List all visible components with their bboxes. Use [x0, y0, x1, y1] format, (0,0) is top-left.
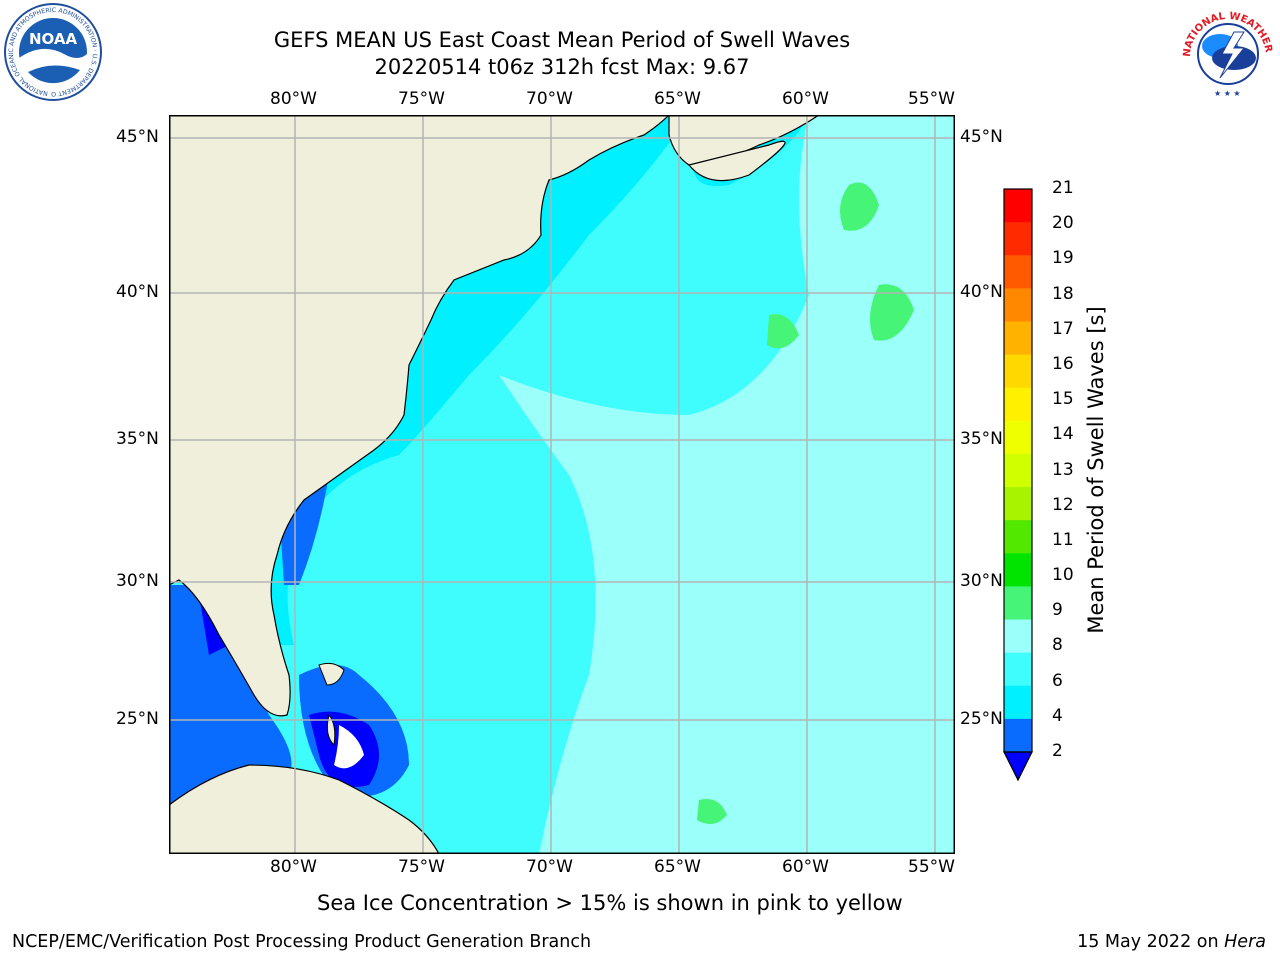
lat-label-right-45n: 45°N — [960, 127, 1003, 147]
colorbar-segment — [1004, 453, 1032, 488]
colorbar-segment — [1004, 288, 1032, 322]
lat-label-right-35n: 35°N — [960, 429, 1003, 449]
colorbar-tick-label: 18 — [1052, 283, 1074, 304]
colorbar-tick-label: 8 — [1052, 635, 1063, 656]
colorbar-tick-label: 19 — [1052, 248, 1074, 269]
footer-date: 15 May 2022 on Hera — [1077, 932, 1266, 952]
colorbar-label: Mean Period of Swell Waves [s] — [1084, 306, 1108, 634]
lon-label-top-80w: 80°W — [270, 89, 317, 109]
colorbar-tick-label: 21 — [1052, 178, 1074, 198]
land-nova-scotia — [687, 140, 786, 182]
colorbar — [1003, 188, 1033, 782]
water-pale-region — [499, 115, 955, 854]
water-green-3 — [870, 284, 914, 341]
lat-label-left-40n: 40°N — [116, 282, 159, 302]
nws-logo: NATIONAL WEATHER SERVICE ★ ★ ★ — [1176, 2, 1274, 98]
colorbar-segment — [1004, 487, 1032, 521]
colorbar-segment — [1004, 685, 1032, 720]
land-bahamas-1 — [318, 662, 345, 686]
colorbar-tick-label: 20 — [1052, 213, 1074, 234]
colorbar-tick-label: 16 — [1052, 353, 1074, 374]
colorbar-tick-label: 11 — [1052, 529, 1074, 550]
lon-label-bottom-80w: 80°W — [270, 857, 317, 877]
noaa-logo: NOAA NATIONAL OCEANIC AND ATMOSPHERIC AD… — [2, 2, 102, 101]
sea-ice-note: Sea Ice Concentration > 15% is shown in … — [317, 891, 903, 915]
map-grid — [169, 115, 955, 854]
lon-label-bottom-60w: 60°W — [782, 857, 829, 877]
colorbar-tick-label: 4 — [1052, 705, 1063, 726]
colorbar-segment — [1004, 652, 1032, 687]
colorbar-segment — [1004, 387, 1032, 422]
lat-label-left-45n: 45°N — [116, 127, 159, 147]
colorbar-segment — [1004, 354, 1032, 389]
lat-label-right-30n: 30°N — [960, 571, 1003, 591]
lon-label-top-60w: 60°W — [782, 89, 829, 109]
water-green-4 — [697, 799, 727, 824]
lon-label-bottom-55w: 55°W — [908, 857, 955, 877]
lon-label-top-75w: 75°W — [398, 89, 445, 109]
svg-text:★ ★ ★: ★ ★ ★ — [1214, 89, 1241, 98]
colorbar-tick-label: 2 — [1052, 741, 1063, 761]
lon-label-bottom-75w: 75°W — [398, 857, 445, 877]
colorbar-segment — [1004, 321, 1032, 356]
map-panel[interactable] — [169, 115, 955, 854]
lat-label-left-35n: 35°N — [116, 429, 159, 449]
map-subtitle: 20220514 t06z 312h fcst Max: 9.67 — [374, 55, 750, 79]
colorbar-segment — [1004, 520, 1032, 554]
colorbar-tick-label: 6 — [1052, 670, 1063, 691]
colorbar-tick-label: 10 — [1052, 565, 1074, 586]
map-title: GEFS MEAN US East Coast Mean Period of S… — [273, 28, 851, 52]
colorbar-tick-label: 14 — [1052, 424, 1074, 445]
land-bahamas-2 — [326, 713, 336, 747]
colorbar-segment — [1004, 619, 1032, 654]
colorbar-segment — [1004, 222, 1032, 256]
colorbar-tick-label: 15 — [1052, 389, 1074, 410]
lon-label-top-65w: 65°W — [654, 89, 701, 109]
colorbar-under-arrow — [1003, 751, 1033, 782]
lat-label-right-40n: 40°N — [960, 282, 1003, 302]
lat-label-left-30n: 30°N — [116, 571, 159, 591]
water-blue-gulf — [169, 585, 292, 775]
colorbar-tick-label: 17 — [1052, 318, 1074, 339]
colorbar-segment — [1004, 718, 1032, 753]
colorbar-tick-label: 13 — [1052, 459, 1074, 480]
footer-branch: NCEP/EMC/Verification Post Processing Pr… — [12, 932, 592, 952]
footer-machine: Hera — [1224, 932, 1266, 952]
lon-label-bottom-65w: 65°W — [654, 857, 701, 877]
noaa-logo-text: NOAA — [29, 30, 78, 48]
colorbar-tick-label: 12 — [1052, 494, 1074, 515]
colorbar-segment — [1004, 255, 1032, 289]
footer-date-text: 15 May 2022 on — [1077, 932, 1225, 952]
colorbar-frame — [1003, 188, 1033, 753]
colorbar-tick-label: 9 — [1052, 600, 1063, 621]
colorbar-segment — [1004, 586, 1032, 621]
land-us-east-coast — [169, 115, 670, 717]
map-frame — [169, 115, 955, 854]
lat-label-right-25n: 25°N — [960, 709, 1003, 729]
lon-label-bottom-70w: 70°W — [526, 857, 573, 877]
water-green-1 — [840, 182, 879, 231]
lon-label-top-70w: 70°W — [526, 89, 573, 109]
colorbar-segment — [1004, 189, 1032, 223]
bank-white — [334, 725, 364, 769]
colorbar-segment — [1004, 420, 1032, 455]
colorbar-segment — [1004, 553, 1032, 587]
water-green-2 — [767, 314, 799, 349]
lat-label-left-25n: 25°N — [116, 709, 159, 729]
lon-label-top-55w: 55°W — [908, 89, 955, 109]
